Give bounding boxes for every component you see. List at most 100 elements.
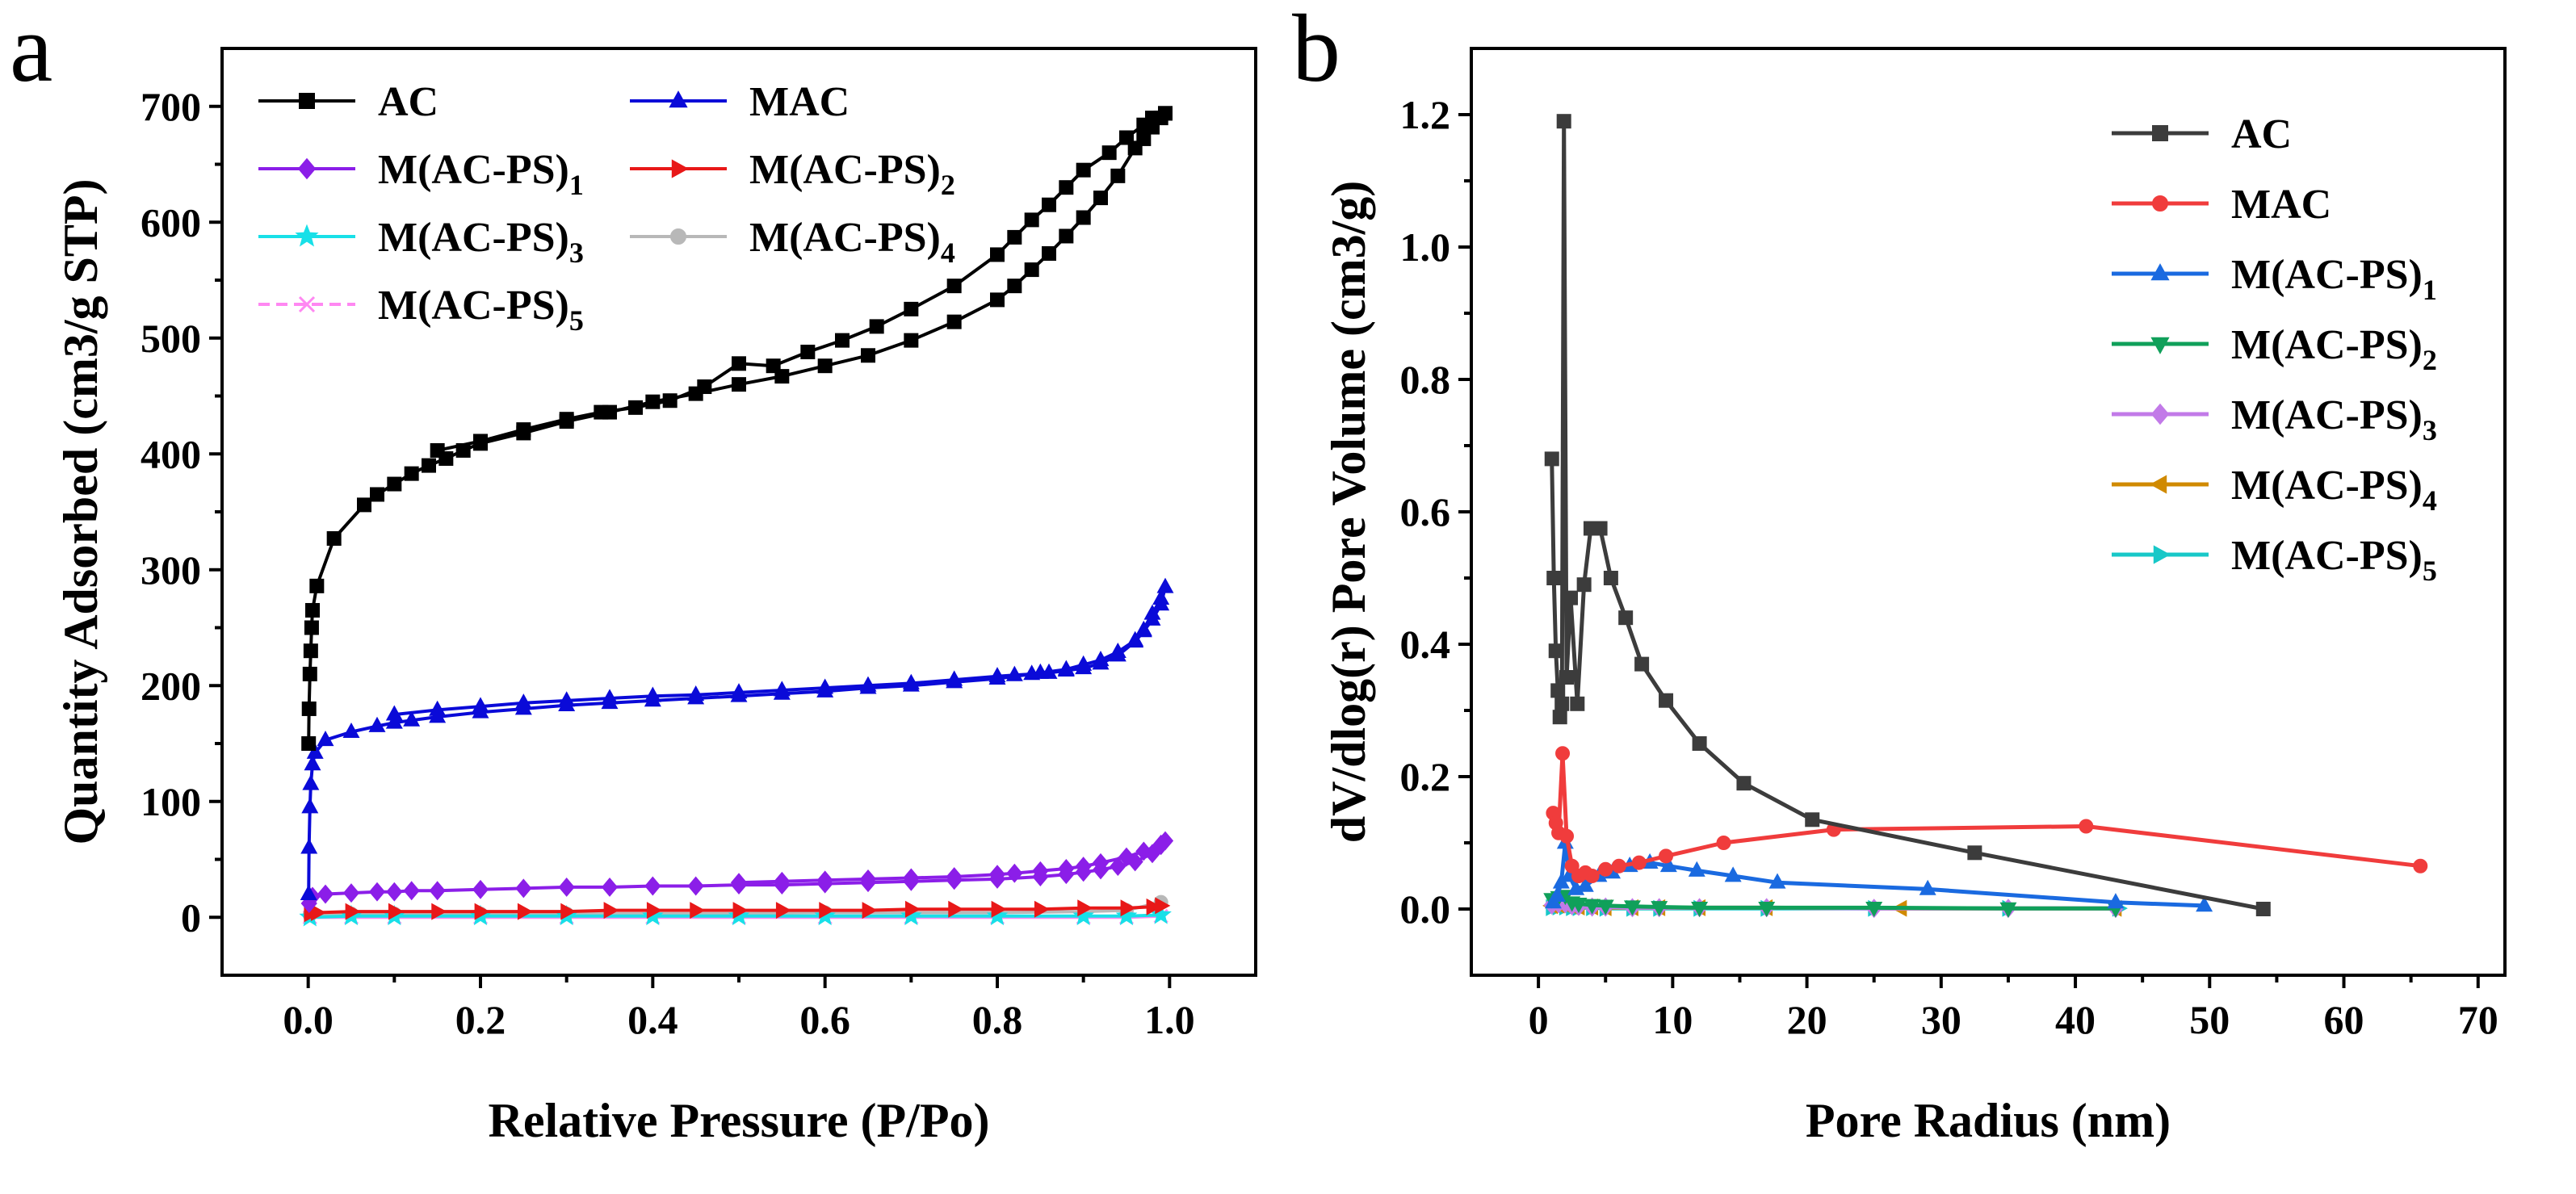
data-point bbox=[1152, 834, 1169, 854]
data-point bbox=[1592, 521, 1608, 536]
data-point bbox=[1865, 901, 1883, 918]
data-point bbox=[773, 681, 791, 697]
data-point bbox=[861, 348, 875, 363]
legend-label-name: M(AC-PS) bbox=[749, 215, 941, 261]
legend-item: AC bbox=[258, 79, 438, 125]
data-point bbox=[305, 602, 320, 618]
data-point bbox=[990, 247, 1005, 262]
data-point bbox=[990, 292, 1005, 308]
data-point bbox=[601, 877, 619, 897]
legend-marker bbox=[671, 159, 689, 178]
data-point bbox=[1072, 904, 1094, 926]
data-point bbox=[1092, 654, 1110, 670]
legend-label-subscript: 1 bbox=[569, 169, 584, 201]
data-point bbox=[1967, 845, 1982, 861]
data-point bbox=[1024, 212, 1039, 228]
data-point bbox=[628, 400, 643, 415]
data-point bbox=[816, 678, 834, 694]
legend-item: M(AC-PS)4 bbox=[2112, 463, 2437, 517]
legend-item: M(AC-PS)2 bbox=[630, 147, 955, 201]
legend-label: MAC bbox=[749, 79, 850, 125]
data-point bbox=[817, 358, 833, 374]
data-point bbox=[904, 900, 921, 918]
data-point bbox=[1618, 610, 1634, 626]
data-point bbox=[1076, 210, 1091, 225]
data-point bbox=[455, 442, 471, 458]
legend-item: M(AC-PS)2 bbox=[2112, 322, 2437, 376]
data-point bbox=[368, 716, 386, 732]
data-point bbox=[1006, 863, 1023, 883]
x-tick-label: 0.0 bbox=[283, 997, 334, 1042]
legend-item: AC bbox=[2112, 111, 2292, 157]
data-point bbox=[1093, 191, 1108, 206]
data-point bbox=[1659, 857, 1677, 873]
data-point bbox=[301, 798, 319, 814]
data-point bbox=[1059, 180, 1074, 195]
data-point bbox=[986, 904, 1009, 926]
series-line bbox=[1550, 119, 2264, 911]
legend-label: M(AC-PS)3 bbox=[2231, 392, 2437, 446]
legend-item: M(AC-PS)5 bbox=[2112, 533, 2437, 587]
x-axis-title: Relative Pressure (P/Po) bbox=[489, 1094, 990, 1147]
legend-marker bbox=[295, 224, 319, 247]
data-point bbox=[859, 869, 877, 889]
data-point bbox=[946, 670, 963, 686]
x-tick-label: 70 bbox=[2458, 997, 2498, 1042]
data-point bbox=[800, 344, 816, 359]
plot-area-a bbox=[299, 106, 1174, 927]
data-point bbox=[1042, 197, 1056, 212]
data-point bbox=[300, 884, 317, 900]
data-point bbox=[900, 904, 922, 926]
data-point bbox=[558, 877, 575, 897]
legend-item: M(AC-PS)1 bbox=[258, 147, 584, 201]
data-point bbox=[2413, 858, 2428, 874]
data-point bbox=[385, 705, 403, 721]
data-point bbox=[903, 868, 920, 888]
series-mac-ps-2 bbox=[304, 897, 1171, 923]
data-point bbox=[1136, 117, 1152, 132]
legend-label: M(AC-PS)1 bbox=[2231, 252, 2437, 306]
x-tick-label: 1.0 bbox=[1144, 997, 1195, 1042]
data-point bbox=[1544, 451, 1559, 467]
data-point bbox=[1548, 643, 1563, 659]
y-tick-label: 300 bbox=[141, 547, 201, 593]
data-point bbox=[774, 871, 791, 891]
legend-label: M(AC-PS)4 bbox=[2231, 463, 2437, 517]
legend-marker bbox=[2150, 475, 2167, 494]
series-line bbox=[307, 585, 1167, 894]
legend-label: M(AC-PS)2 bbox=[2231, 322, 2437, 376]
data-point bbox=[1005, 665, 1023, 681]
legend-label-name: AC bbox=[2231, 111, 2292, 157]
legend-label-subscript: 1 bbox=[2423, 274, 2437, 306]
data-point bbox=[816, 870, 833, 890]
x-tick-label: 10 bbox=[1652, 997, 1693, 1042]
data-point bbox=[687, 685, 705, 702]
legend-label: MAC bbox=[2231, 182, 2331, 228]
data-point bbox=[1559, 828, 1575, 844]
legend-marker bbox=[2150, 403, 2170, 425]
data-point bbox=[1584, 869, 1600, 883]
data-point bbox=[558, 691, 576, 707]
plot-frame-b bbox=[1470, 47, 2507, 977]
series-line bbox=[307, 111, 1167, 744]
data-point bbox=[1076, 162, 1091, 178]
legend-item: M(AC-PS)1 bbox=[2112, 252, 2437, 306]
legend-marker bbox=[2152, 125, 2168, 141]
data-point bbox=[431, 903, 447, 920]
data-point bbox=[386, 882, 403, 902]
data-point bbox=[1736, 776, 1752, 791]
data-point bbox=[310, 904, 327, 922]
data-point bbox=[859, 676, 877, 692]
legend-label: M(AC-PS)5 bbox=[2231, 533, 2437, 587]
y-tick-label: 0.4 bbox=[1400, 622, 1451, 667]
data-point bbox=[326, 531, 342, 547]
legend-label-name: M(AC-PS) bbox=[2231, 392, 2423, 438]
x-tick-label: 20 bbox=[1787, 997, 1827, 1042]
x-tick-label: 50 bbox=[2189, 997, 2230, 1042]
data-point bbox=[1623, 900, 1641, 916]
x-tick-label: 40 bbox=[2055, 997, 2096, 1042]
data-point bbox=[991, 900, 1007, 918]
data-point bbox=[601, 689, 619, 705]
x-axis-title: Pore Radius (nm) bbox=[1806, 1094, 2171, 1147]
data-point bbox=[1092, 853, 1110, 873]
